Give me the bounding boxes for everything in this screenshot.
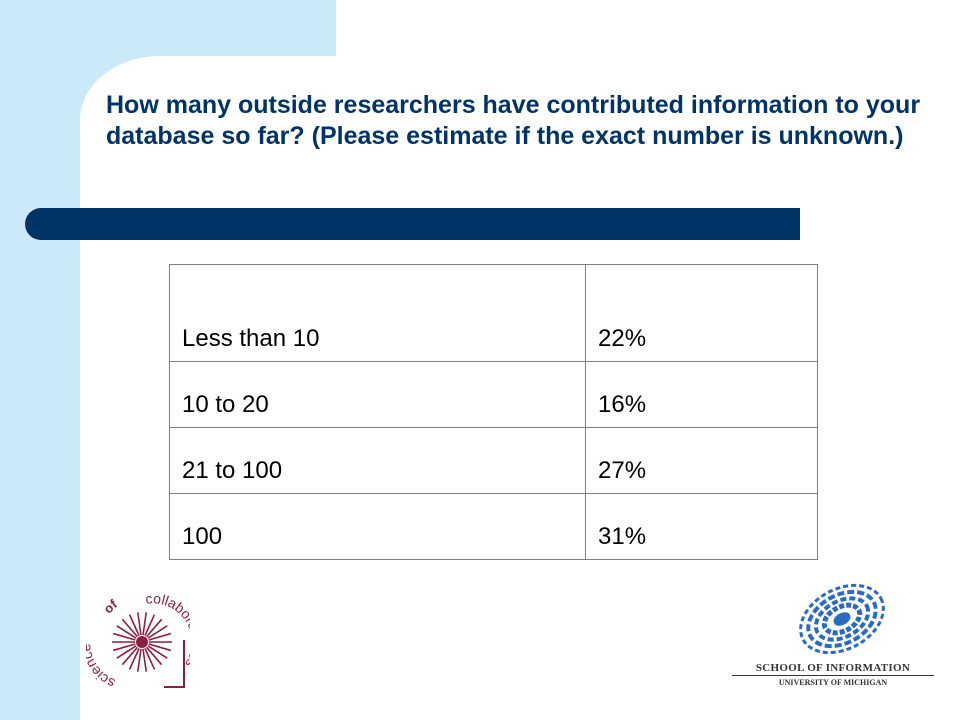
sunburst-ray <box>136 612 142 636</box>
left-decor-band <box>0 0 80 720</box>
slide-title: How many outside researchers have contri… <box>106 91 921 150</box>
sunburst-ray <box>148 643 172 652</box>
sunburst-ray <box>147 645 168 659</box>
row-label: 21 to 100 <box>169 427 586 494</box>
school-name-line2: UNIVERSITY OF MICHIGAN <box>778 678 888 687</box>
sunburst-ray <box>121 646 139 666</box>
sunburst-ray <box>142 648 148 672</box>
svg-text:science: science <box>86 643 117 688</box>
row-label: 100 <box>169 493 586 560</box>
school-of-information-logo <box>799 583 885 655</box>
row-value: 22% <box>585 264 818 362</box>
logo-text-of: of <box>100 596 120 616</box>
row-value: 31% <box>585 493 818 560</box>
results-table: Less than 10 22% 10 to 20 16% 21 to 100 … <box>169 264 818 560</box>
sunburst-ray <box>148 632 172 641</box>
sunburst-ray <box>142 612 148 636</box>
sunburst-ray <box>121 618 139 638</box>
row-label: 10 to 20 <box>169 361 586 428</box>
sunburst-ray <box>136 648 142 672</box>
sunburst-ray <box>144 648 156 670</box>
corner-decor-curve <box>80 56 336 216</box>
table-row: Less than 10 22% <box>169 264 818 362</box>
sunburst-ray <box>128 648 140 670</box>
sunburst-ray <box>145 646 163 666</box>
row-value: 16% <box>585 361 818 428</box>
svg-text:of: of <box>100 596 120 616</box>
sunburst-ray <box>147 625 168 639</box>
table-row: 21 to 100 27% <box>169 427 818 494</box>
title-underline-bar <box>25 208 800 240</box>
sunburst-icon <box>112 612 172 672</box>
row-label: Less than 10 <box>169 264 586 362</box>
table-row: 10 to 20 16% <box>169 361 818 428</box>
row-value: 27% <box>585 427 818 494</box>
sunburst-ray <box>116 645 137 659</box>
sunburst-ray <box>145 618 163 638</box>
logo-text-science: science <box>86 643 117 688</box>
sunburst-center <box>136 636 148 648</box>
sunburst-ray <box>112 632 136 641</box>
school-name: SCHOOL OF INFORMATION UNIVERSITY OF MICH… <box>732 662 934 687</box>
top-decor-band <box>80 0 336 56</box>
sunburst-ray <box>144 614 156 636</box>
science-of-collaboratories-logo: science of collaboratories <box>86 590 190 688</box>
sunburst-ray <box>116 625 137 639</box>
school-name-line1: SCHOOL OF INFORMATION <box>732 662 934 676</box>
sunburst-ray <box>128 614 140 636</box>
table-row: 100 31% <box>169 493 818 560</box>
sunburst-ray <box>112 643 136 652</box>
